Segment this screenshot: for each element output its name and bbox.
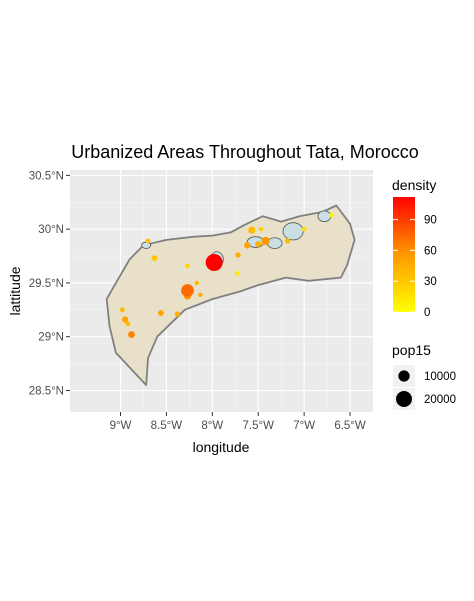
size-legend-dot [398, 370, 410, 382]
density-legend: density 0 30 60 90 [392, 177, 437, 319]
urban-area-patch [267, 237, 283, 249]
urban-area-patch [317, 210, 332, 223]
density-legend-ticks: 0 30 60 90 [393, 215, 437, 319]
density-legend-label: 90 [424, 215, 437, 227]
y-tick-label: 30.5°N [29, 170, 64, 182]
y-tick-label: 30°N [38, 224, 64, 236]
urban-area-point [244, 242, 251, 249]
urban-area-patch [141, 241, 152, 249]
urban-area-point [301, 226, 307, 232]
urban-area-point [194, 280, 199, 286]
size-legend-title: pop15 [392, 342, 431, 358]
urban-area-point [255, 241, 262, 248]
urban-area-point [235, 252, 241, 258]
urban-area-point [329, 212, 335, 218]
urban-area-point [284, 238, 291, 244]
density-legend-title: density [392, 177, 436, 193]
urban-area-point [248, 226, 256, 234]
y-tick-label: 28.5°N [29, 385, 64, 397]
urban-area-point [128, 331, 135, 338]
urban-area-point [125, 321, 131, 327]
x-axis-label: longitude [193, 439, 250, 455]
x-tick-label: 9°W [110, 420, 132, 432]
y-tick-label: 29°N [38, 332, 64, 344]
size-legend-label: 20000 [424, 394, 456, 406]
x-tick-label: 6.5°W [334, 420, 366, 432]
density-legend-label: 30 [424, 276, 437, 288]
size-legend-items: 10000 20000 [393, 365, 456, 410]
y-axis-label: lattitude [7, 266, 23, 315]
size-legend-dot [396, 391, 412, 407]
urban-area-point [174, 311, 181, 317]
urban-area-point [145, 238, 151, 244]
urban-area-point [185, 263, 190, 268]
urban-area-point [151, 255, 158, 262]
chart-title: Urbanized Areas Throughout Tata, Morocco [71, 142, 419, 162]
tata-province-outline [105, 204, 356, 387]
urban-area-point [198, 292, 203, 297]
x-tick-label: 7.5°W [243, 420, 275, 432]
y-axis: 28.5°N 29°N 29.5°N 30°N 30.5°N [29, 170, 70, 397]
x-tick-label: 8.5°W [151, 420, 183, 432]
size-legend: pop15 10000 20000 [392, 342, 456, 410]
points-layer [119, 212, 335, 338]
x-tick-label: 7°W [293, 420, 315, 432]
size-legend-label: 10000 [424, 371, 456, 383]
urban-area-point [258, 226, 264, 232]
density-legend-label: 60 [424, 245, 437, 257]
density-colorbar [393, 197, 415, 312]
x-tick-label: 8°W [201, 420, 223, 432]
urban-area-point [157, 310, 164, 316]
urban-area-point [234, 270, 240, 276]
urban-area-point [181, 284, 194, 297]
urban-area-point [205, 253, 223, 271]
y-tick-label: 29.5°N [29, 278, 64, 290]
urban-area-point [119, 307, 125, 313]
x-axis: 9°W 8.5°W 8°W 7.5°W 7°W 6.5°W [110, 412, 366, 432]
urban-area-patch [282, 222, 304, 241]
density-legend-label: 0 [424, 307, 430, 319]
urban-area-point [121, 316, 129, 323]
urban-area-point [261, 236, 270, 246]
